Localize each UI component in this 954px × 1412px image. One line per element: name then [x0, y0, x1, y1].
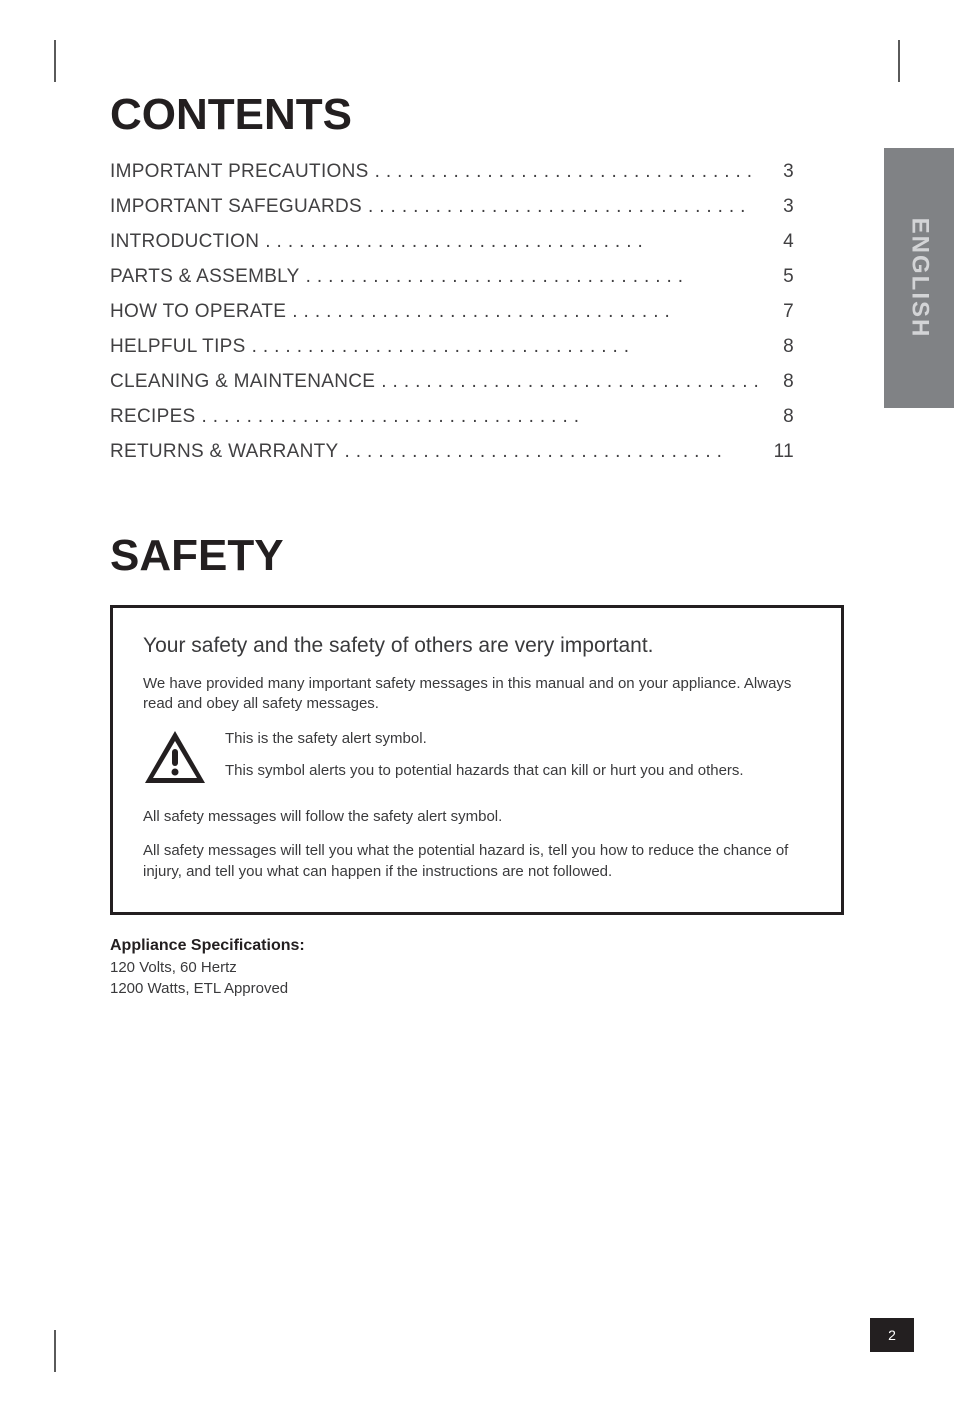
toc-page: 8 [770, 372, 794, 391]
safety-box-follow: All safety messages will follow the safe… [143, 807, 811, 827]
toc-page: 4 [770, 232, 794, 251]
appliance-specs: Appliance Specifications: 120 Volts, 60 … [110, 935, 884, 999]
toc-label: RECIPES [110, 407, 196, 426]
toc-label: PARTS & ASSEMBLY [110, 267, 300, 286]
crop-mark-bl [54, 1330, 56, 1372]
toc-label: HELPFUL TIPS [110, 337, 246, 356]
toc-row: HELPFUL TIPS ...........................… [110, 337, 794, 356]
toc-dots: .................................. [369, 162, 770, 181]
page-number-value: 2 [888, 1327, 896, 1343]
toc-label: RETURNS & WARRANTY [110, 442, 338, 461]
specs-line2: 1200 Watts, ETL Approved [110, 978, 884, 999]
toc-row: RECIPES ................................… [110, 407, 794, 426]
toc-dots: .................................. [300, 267, 770, 286]
language-tab-label: ENGLISH [905, 218, 933, 339]
toc-dots: .................................. [246, 337, 770, 356]
toc-row: IMPORTANT SAFEGUARDS ...................… [110, 197, 794, 216]
table-of-contents: IMPORTANT PRECAUTIONS ..................… [110, 162, 884, 461]
heading-safety: SAFETY [110, 531, 884, 581]
toc-page: 3 [770, 197, 794, 216]
language-tab: ENGLISH [884, 148, 954, 408]
toc-dots: .................................. [259, 232, 770, 251]
safety-box-explain: All safety messages will tell you what t… [143, 841, 811, 882]
toc-label: HOW TO OPERATE [110, 302, 286, 321]
toc-page: 5 [770, 267, 794, 286]
safety-icon-line2: This symbol alerts you to potential haza… [225, 761, 744, 781]
safety-icon-text: This is the safety alert symbol. This sy… [225, 729, 744, 794]
toc-dots: .................................. [196, 407, 770, 426]
toc-dots: .................................. [375, 372, 770, 391]
toc-row: PARTS & ASSEMBLY .......................… [110, 267, 794, 286]
safety-icon-row: This is the safety alert symbol. This sy… [143, 729, 811, 794]
specs-title: Appliance Specifications: [110, 935, 884, 957]
toc-page: 8 [770, 407, 794, 426]
toc-label: CLEANING & MAINTENANCE [110, 372, 375, 391]
safety-icon-line1: This is the safety alert symbol. [225, 729, 744, 749]
heading-contents: CONTENTS [110, 90, 884, 140]
toc-page: 8 [770, 337, 794, 356]
safety-callout-box: Your safety and the safety of others are… [110, 605, 844, 915]
toc-row: IMPORTANT PRECAUTIONS ..................… [110, 162, 794, 181]
toc-row: INTRODUCTION ...........................… [110, 232, 794, 251]
toc-label: IMPORTANT SAFEGUARDS [110, 197, 362, 216]
toc-row: HOW TO OPERATE .........................… [110, 302, 794, 321]
page-content: ENGLISH CONTENTS IMPORTANT PRECAUTIONS .… [110, 90, 884, 1352]
safety-box-title: Your safety and the safety of others are… [143, 634, 811, 658]
safety-box-intro: We have provided many important safety m… [143, 674, 811, 715]
toc-page: 7 [770, 302, 794, 321]
crop-mark-tr [898, 40, 900, 82]
toc-label: IMPORTANT PRECAUTIONS [110, 162, 369, 181]
toc-dots: .................................. [362, 197, 770, 216]
toc-dots: .................................. [338, 442, 770, 461]
toc-row: CLEANING & MAINTENANCE .................… [110, 372, 794, 391]
toc-label: INTRODUCTION [110, 232, 259, 251]
toc-row: RETURNS & WARRANTY .....................… [110, 442, 794, 461]
toc-page: 11 [770, 442, 794, 461]
page-number: 2 [870, 1318, 914, 1352]
toc-page: 3 [770, 162, 794, 181]
specs-line1: 120 Volts, 60 Hertz [110, 957, 884, 978]
warning-icon [143, 729, 207, 790]
crop-mark-tl [54, 40, 56, 82]
toc-dots: .................................. [286, 302, 770, 321]
